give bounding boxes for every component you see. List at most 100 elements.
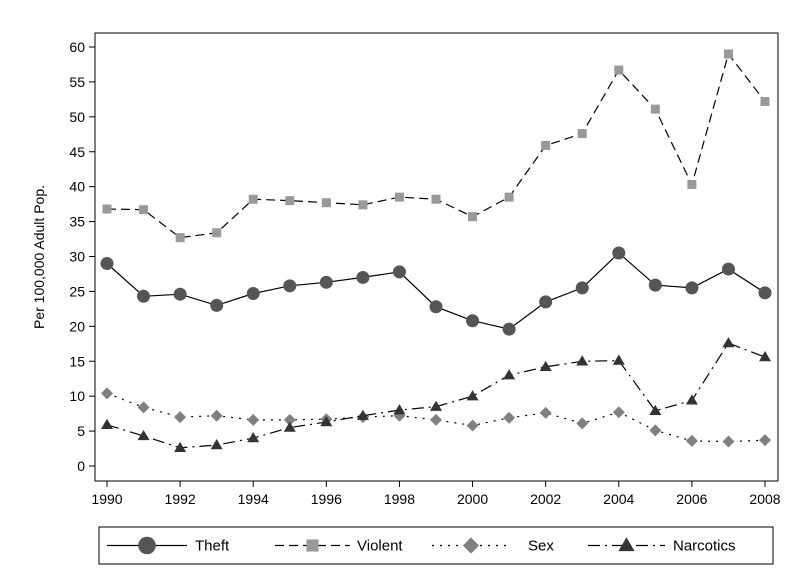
data-point-narcotics bbox=[759, 351, 771, 362]
data-point-theft bbox=[100, 256, 114, 270]
data-point-sex bbox=[466, 419, 479, 432]
data-point-theft bbox=[392, 265, 406, 279]
data-point-violent bbox=[358, 200, 368, 210]
data-point-violent bbox=[577, 129, 587, 139]
data-point-violent bbox=[687, 180, 697, 190]
x-tick-label: 1992 bbox=[165, 491, 196, 507]
legend-label-sex: Sex bbox=[528, 538, 554, 555]
data-point-violent bbox=[321, 198, 331, 208]
data-point-theft bbox=[283, 279, 297, 293]
data-point-sex bbox=[539, 406, 552, 419]
data-point-theft bbox=[173, 287, 187, 301]
data-point-narcotics bbox=[320, 416, 333, 427]
x-tick-label: 1996 bbox=[311, 491, 342, 507]
data-point-sex bbox=[503, 411, 516, 424]
data-point-theft bbox=[685, 281, 699, 295]
x-tick-label: 1998 bbox=[384, 491, 415, 507]
data-point-narcotics bbox=[283, 421, 296, 432]
data-point-narcotics bbox=[210, 439, 223, 450]
data-point-violent bbox=[650, 104, 660, 114]
data-point-sex bbox=[649, 424, 662, 437]
data-point-theft bbox=[210, 298, 224, 312]
series-sex bbox=[101, 387, 771, 448]
y-tick-label: 50 bbox=[69, 109, 85, 125]
plot-area bbox=[94, 32, 779, 482]
data-point-narcotics bbox=[356, 409, 369, 420]
data-point-violent bbox=[285, 196, 295, 206]
data-point-narcotics bbox=[101, 418, 113, 429]
data-point-narcotics bbox=[393, 404, 406, 415]
y-axis-title: Per 100,000 Adult Pop. bbox=[31, 185, 47, 329]
data-point-narcotics bbox=[430, 400, 442, 411]
data-point-violent bbox=[504, 192, 514, 202]
data-point-violent bbox=[723, 49, 733, 59]
y-tick-label: 5 bbox=[77, 423, 85, 439]
data-point-theft bbox=[539, 295, 553, 309]
data-point-sex bbox=[759, 434, 771, 447]
x-tick-label: 1994 bbox=[238, 491, 269, 507]
data-point-violent bbox=[760, 96, 770, 106]
legend-item-violent: Violent bbox=[275, 538, 403, 555]
y-tick-label: 25 bbox=[69, 283, 85, 299]
x-tick-label: 2000 bbox=[457, 491, 488, 507]
data-point-narcotics bbox=[247, 432, 260, 443]
y-tick-label: 35 bbox=[69, 214, 85, 230]
y-tick-label: 60 bbox=[69, 39, 85, 55]
x-tick-label: 1990 bbox=[91, 491, 122, 507]
data-point-narcotics bbox=[649, 404, 662, 416]
data-point-theft bbox=[356, 270, 370, 284]
legend-label-narcotics: Narcotics bbox=[673, 538, 736, 555]
y-tick-label: 30 bbox=[69, 249, 85, 265]
data-point-sex bbox=[612, 406, 625, 419]
data-point-sex bbox=[722, 435, 735, 448]
x-tick-label: 2002 bbox=[530, 491, 561, 507]
legend-item-sex: Sex bbox=[432, 537, 554, 555]
legend-marker-sex bbox=[462, 537, 480, 554]
legend-label-violent: Violent bbox=[357, 538, 403, 555]
y-tick-label: 20 bbox=[69, 318, 85, 334]
series-layer bbox=[100, 49, 772, 453]
data-point-narcotics bbox=[137, 429, 150, 441]
data-point-narcotics bbox=[503, 369, 516, 380]
series-violent bbox=[102, 49, 770, 243]
y-tick-label: 55 bbox=[69, 74, 85, 90]
data-point-theft bbox=[466, 314, 480, 328]
data-point-theft bbox=[612, 246, 626, 260]
data-point-theft bbox=[502, 322, 516, 336]
data-point-narcotics bbox=[466, 390, 479, 401]
y-axis: 0 5 10 15 20 25 30 35 40 45 50 55 60 bbox=[69, 39, 95, 474]
data-point-theft bbox=[575, 281, 589, 295]
data-point-theft bbox=[137, 289, 151, 303]
y-tick-label: 0 bbox=[77, 458, 85, 474]
y-tick-label: 40 bbox=[69, 179, 85, 195]
y-tick-label: 45 bbox=[69, 144, 85, 160]
data-point-sex bbox=[430, 413, 442, 426]
data-point-narcotics bbox=[576, 355, 589, 366]
x-tick-label: 2006 bbox=[676, 491, 707, 507]
series-theft bbox=[100, 246, 772, 336]
x-axis: 1990 1992 1994 1996 1998 2000 2002 2004 2006 2008 bbox=[91, 481, 781, 507]
y-tick-label: 15 bbox=[69, 353, 85, 369]
data-point-violent bbox=[431, 194, 441, 204]
data-point-sex bbox=[247, 413, 260, 426]
data-point-violent bbox=[139, 205, 149, 215]
legend-label-theft: Theft bbox=[195, 538, 230, 555]
data-point-theft bbox=[319, 275, 333, 289]
data-point-sex bbox=[137, 401, 150, 414]
legend-item-narcotics: Narcotics bbox=[588, 537, 736, 555]
legend-item-theft: Theft bbox=[107, 536, 230, 555]
data-point-narcotics bbox=[612, 354, 625, 365]
data-point-violent bbox=[468, 212, 478, 222]
y-tick-label: 10 bbox=[69, 388, 85, 404]
data-point-theft bbox=[721, 262, 735, 276]
data-point-theft bbox=[758, 286, 772, 300]
legend-marker-narcotics bbox=[618, 537, 635, 552]
legend-marker-theft bbox=[138, 536, 156, 555]
data-point-narcotics bbox=[722, 337, 735, 348]
data-point-violent bbox=[248, 194, 258, 204]
data-point-theft bbox=[429, 300, 443, 314]
data-point-violent bbox=[102, 204, 112, 214]
data-point-narcotics bbox=[685, 394, 698, 405]
